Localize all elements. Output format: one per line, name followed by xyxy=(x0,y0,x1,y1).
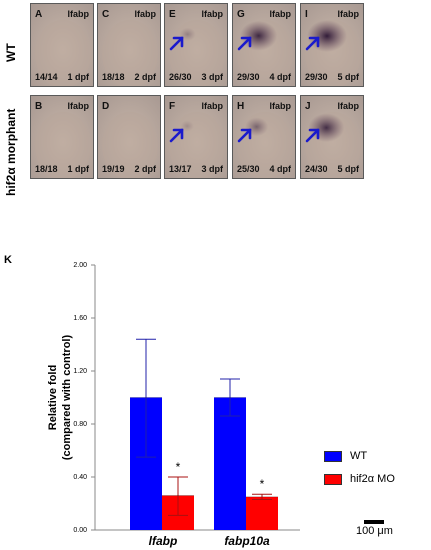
panel-count: 24/30 xyxy=(305,164,328,174)
panel-gene-label: lfabp xyxy=(337,9,360,19)
panel-day: 5 dpf xyxy=(337,164,360,174)
y-tick-label: 0.40 xyxy=(73,474,87,481)
liver-arrow-icon xyxy=(237,126,253,144)
legend-item-wt: WT xyxy=(324,450,367,462)
legend-item-mo: hif2α MO xyxy=(324,473,395,485)
scale-bar xyxy=(364,520,384,524)
liver-arrow-icon xyxy=(305,126,321,144)
panel-letter: H xyxy=(237,101,245,112)
panel-gene-label: lfabp xyxy=(134,9,157,19)
panel-letter: A xyxy=(35,9,43,20)
x-category-label: lfabp xyxy=(149,534,178,548)
panel-count: 26/30 xyxy=(169,72,192,82)
legend-label-wt: WT xyxy=(350,450,368,462)
panel-day: 1 dpf xyxy=(67,164,90,174)
y-tick-label: 1.60 xyxy=(73,315,87,322)
liver-arrow-icon xyxy=(305,34,321,52)
panel-letter: F xyxy=(169,101,176,112)
scale-bar-label: 100 μm xyxy=(356,525,393,537)
y-tick-label: 2.00 xyxy=(73,262,87,269)
legend-swatch-wt xyxy=(324,450,342,462)
panel-letter: C xyxy=(102,9,110,20)
panel-count: 29/30 xyxy=(305,72,328,82)
panel-day: 3 dpf xyxy=(201,164,224,174)
panel-gene-label: lfabp xyxy=(201,9,224,19)
panel-gene-label: lfabp xyxy=(67,101,90,111)
panel-count: 18/18 xyxy=(102,72,125,82)
x-category-label: fabp10a xyxy=(224,534,270,548)
panel-gene-label: lfabp xyxy=(269,101,292,111)
liver-arrow-icon xyxy=(169,126,185,144)
legend-label-mo: hif2α MO xyxy=(350,473,395,485)
significance-marker: * xyxy=(176,460,181,474)
panel-count: 18/18 xyxy=(35,164,58,174)
y-tick-label: 0.80 xyxy=(73,421,87,428)
panel-letter: I xyxy=(305,9,308,20)
bar-mo-fabp10a xyxy=(246,496,278,530)
panel-count: 14/14 xyxy=(35,72,58,82)
relative-fold-bar-chart: K 0.00 0.40 0.80 1.20 1.60 2.00 Relative fold (c… xyxy=(4,255,300,548)
bar-wt-fabp10a xyxy=(214,397,246,530)
panel-day: 4 dpf xyxy=(269,164,292,174)
chart-panel-letter: K xyxy=(4,255,12,266)
panel-gene-label: lfabp xyxy=(269,9,292,19)
panel-day: 1 dpf xyxy=(67,72,90,82)
y-axis-label-line2: (compared with control) xyxy=(61,335,73,461)
y-axis-label-line1: Relative fold xyxy=(47,365,59,430)
y-tick-label: 1.20 xyxy=(73,368,87,375)
panel-day: 4 dpf xyxy=(269,72,292,82)
panel-letter: G xyxy=(237,9,245,20)
row-label-morphant: hif2α morphant xyxy=(4,108,18,196)
row-label-wt: WT xyxy=(4,43,18,62)
panel-count: 29/30 xyxy=(237,72,260,82)
panel-day: 2 dpf xyxy=(134,164,157,174)
panel-letter: B xyxy=(35,101,43,112)
panel-count: 25/30 xyxy=(237,164,260,174)
embryo-panel-d: D 19/19 2 dpf xyxy=(97,95,161,179)
liver-arrow-icon xyxy=(169,34,185,52)
panel-count: 19/19 xyxy=(102,164,125,174)
panel-gene-label: lfabp xyxy=(67,9,90,19)
panel-letter: E xyxy=(169,9,176,20)
y-tick-label: 0.00 xyxy=(73,527,87,534)
legend-swatch-mo xyxy=(324,473,342,485)
panel-day: 2 dpf xyxy=(134,72,157,82)
significance-marker: * xyxy=(260,477,265,491)
panel-letter: D xyxy=(102,101,110,112)
liver-arrow-icon xyxy=(237,34,253,52)
panel-day: 5 dpf xyxy=(337,72,360,82)
panel-day: 3 dpf xyxy=(201,72,224,82)
panel-gene-label: lfabp xyxy=(201,101,224,111)
panel-letter: J xyxy=(305,101,311,112)
panel-count: 13/17 xyxy=(169,164,192,174)
panel-gene-label: lfabp xyxy=(337,101,360,111)
